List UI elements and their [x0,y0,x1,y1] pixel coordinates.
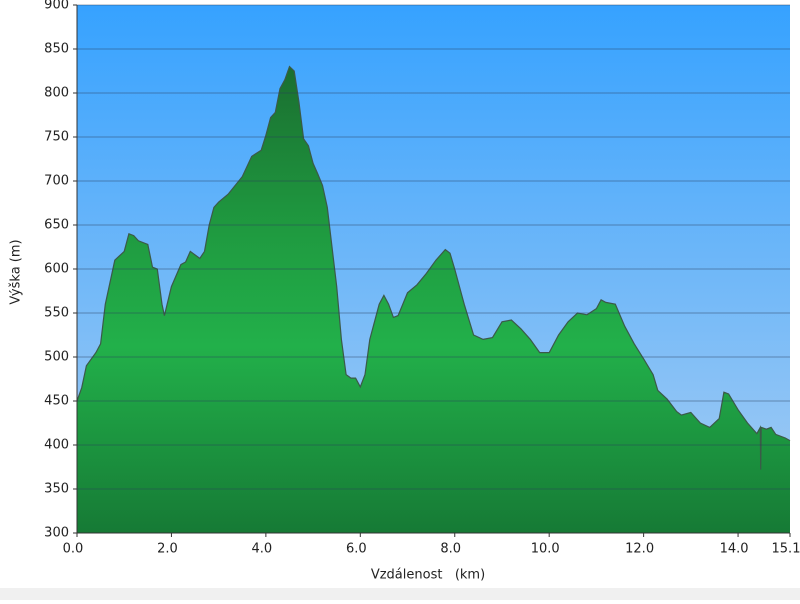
y-tick-label: 400 [44,438,69,453]
x-tick-label: 6.0 [346,542,367,557]
y-tick-label: 900 [44,0,69,13]
y-axis-label: Výška (m) [9,239,24,304]
x-tick-label: 10.0 [531,542,560,557]
x-tick-label: 15.1 [772,542,800,557]
x-tick-label: 8.0 [440,542,461,557]
footer-strip [0,588,800,600]
elevation-area [77,66,790,533]
y-tick-label: 700 [44,174,69,189]
y-tick-label: 450 [44,394,69,409]
y-tick-label: 350 [44,482,69,497]
y-tick-label: 850 [44,42,69,57]
y-tick-label: 800 [44,86,69,101]
y-tick-label: 750 [44,130,69,145]
x-axis-label: Vzdálenost (km) [371,568,485,583]
y-tick-label: 650 [44,218,69,233]
y-tick-label: 600 [44,262,69,277]
x-tick-label: 2.0 [157,542,178,557]
y-tick-label: 500 [44,350,69,365]
x-tick-label: 12.0 [625,542,654,557]
x-tick-label: 14.0 [720,542,749,557]
y-tick-label: 550 [44,306,69,321]
elevation-line [76,65,791,470]
x-tick-label: 4.0 [252,542,273,557]
x-tick-label: 0.0 [63,542,84,557]
y-tick-label: 300 [44,526,69,541]
